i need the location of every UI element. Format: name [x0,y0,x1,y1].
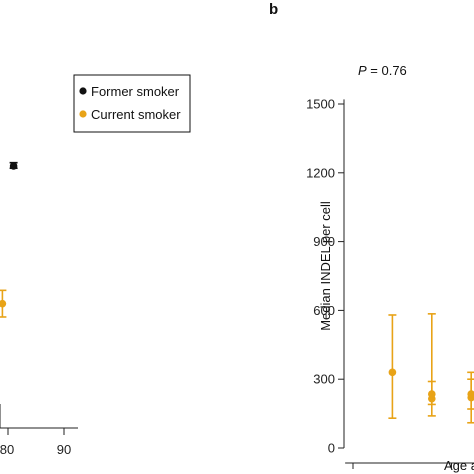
panel-b-y-tick-label: 600 [313,303,335,318]
panel-b-y-tick-label: 0 [328,441,335,456]
p-value-value: = 0.76 [367,63,407,78]
panel-b-x-ticks: 40 50 [346,463,459,474]
p-value-annotation: P = 0.76 [358,63,407,78]
legend-box [73,74,191,133]
panel-b-y-tick-label: 900 [313,234,335,249]
panel-b-point [388,368,397,377]
panel-a-x-tick-label: 90 [57,442,71,457]
legend-label-former: Former smoker [91,84,180,99]
panel-b-point [428,390,436,398]
panel-b-y-axis-label: Median INDEL per cell [318,201,333,331]
legend-marker-current [79,110,87,118]
panel-b-point [467,390,474,398]
panel-b: b P = 0.76 Median INDEL per cell Age a 0… [269,1,474,474]
panel-a: 80 90 Former smoker Current smoker [0,74,191,457]
panel-letter-b: b [269,1,278,18]
legend-label-current: Current smoker [91,107,181,122]
panel-b-y-tick-label: 300 [313,372,335,387]
panel-b-x-tick-label: 50 [444,471,458,474]
panel-b-y-tick-label: 1500 [306,97,335,112]
panel-a-point [0,299,7,308]
panel-b-x-axis-label: Age a [444,458,474,473]
panel-b-y-ticks: 0 300 600 900 1200 1500 [306,97,344,456]
panel-b-y-tick-label: 1200 [306,165,335,180]
panel-a-point [9,162,18,170]
legend-marker-former [79,87,87,95]
panel-a-points [0,161,18,318]
panel-a-x-tick-label: 80 [0,442,14,457]
panel-b-points [388,313,474,424]
legend: Former smoker Current smoker [73,74,191,133]
p-value-symbol: P [358,63,367,78]
panel-b-x-tick-label: 40 [346,471,360,474]
